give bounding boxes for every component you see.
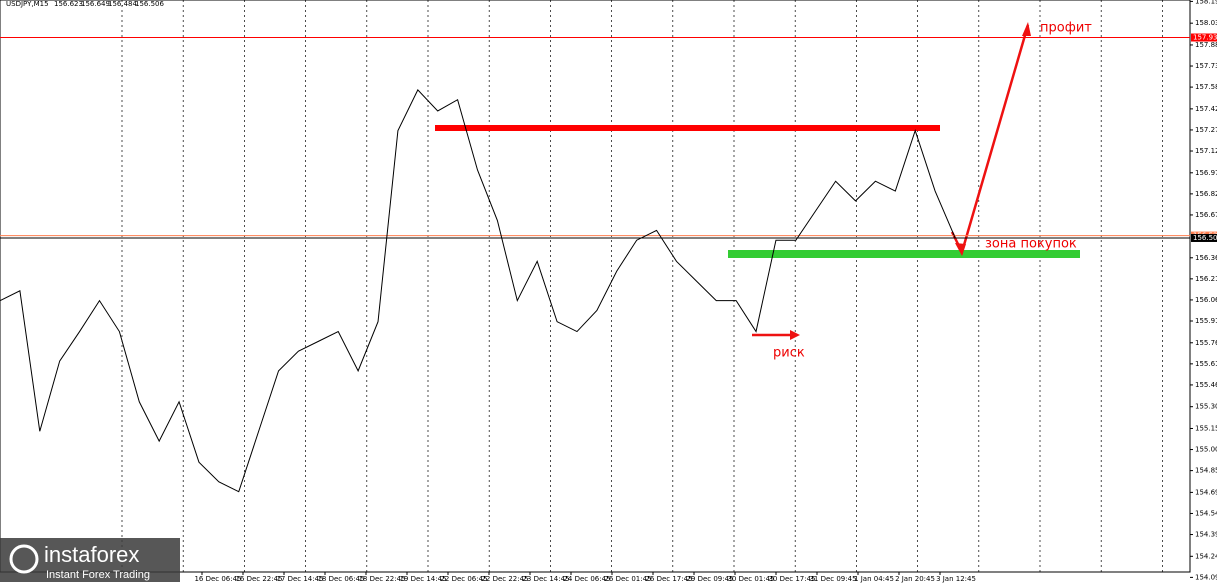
- y-tick-label: 157.425: [1195, 105, 1217, 113]
- y-tick-label: 158.190: [1195, 0, 1217, 5]
- y-tick-label: 157.275: [1195, 126, 1217, 134]
- arrow-head: [955, 243, 966, 256]
- y-tick-label: 156.670: [1195, 211, 1217, 219]
- logo-icon: [9, 544, 39, 574]
- plot-frame: [0, 0, 1191, 573]
- x-tick-label: 19 Dec 14:45: [399, 575, 446, 583]
- annotation: профит: [1040, 21, 1092, 36]
- x-tick-label: 22 Dec 06:45: [440, 575, 487, 583]
- x-tick-label: 26 Dec 17:45: [645, 575, 692, 583]
- x-tick-label: 26 Dec 01:45: [604, 575, 651, 583]
- symbol: USDJPY,M15: [6, 0, 49, 8]
- price-tag-label: 157.933: [1193, 34, 1217, 42]
- y-tick-label: 155.460: [1195, 381, 1217, 389]
- x-tick-label: 3 Jan 12:45: [936, 575, 976, 583]
- arrow-head: [790, 330, 800, 340]
- x-tick-label: 16 Dec 22:45: [235, 575, 282, 583]
- y-tick-label: 157.880: [1195, 41, 1217, 49]
- price-tag-label: 156.506: [1193, 234, 1217, 242]
- annotation: риск: [773, 346, 805, 361]
- annotation: зона покупок: [985, 237, 1077, 252]
- x-tick-label: 17 Dec 14:45: [276, 575, 323, 583]
- x-tick-label: 29 Dec 09:45: [686, 575, 733, 583]
- y-tick-label: 157.580: [1195, 83, 1217, 91]
- x-tick-label: 22 Dec 22:45: [481, 575, 528, 583]
- y-tick-label: 154.695: [1195, 488, 1217, 496]
- y-tick-label: 155.760: [1195, 339, 1217, 347]
- x-tick-label: 2 Jan 20:45: [895, 575, 935, 583]
- x-tick-label: 18 Dec 22:45: [358, 575, 405, 583]
- y-tick-label: 158.035: [1195, 19, 1217, 27]
- y-tick-label: 156.365: [1195, 254, 1217, 262]
- y-tick-label: 154.395: [1195, 531, 1217, 539]
- y-tick-label: 155.000: [1195, 446, 1217, 454]
- x-tick-label: 16 Dec 06:45: [194, 575, 241, 583]
- y-tick-label: 156.215: [1195, 275, 1217, 283]
- y-tick-label: 154.545: [1195, 509, 1217, 517]
- price-tag: [1191, 233, 1217, 242]
- arrow-head: [1022, 22, 1031, 36]
- ohlc-value: 156.649: [81, 0, 110, 8]
- y-tick-label: 154.240: [1195, 552, 1217, 560]
- y-tick-label: 156.820: [1195, 190, 1217, 198]
- y-tick-label: 154.090: [1195, 573, 1217, 581]
- x-tick-label: 1 Jan 04:45: [854, 575, 894, 583]
- ohlc-value: 156.484: [108, 0, 137, 8]
- y-tick-label: 155.150: [1195, 424, 1217, 432]
- logo-name: instaforex: [44, 542, 139, 567]
- y-tick-label: 157.730: [1195, 62, 1217, 70]
- ohlc-value: 156.506: [135, 0, 164, 8]
- x-tick-label: 23 Dec 14:45: [522, 575, 569, 583]
- y-tick-label: 156.970: [1195, 169, 1217, 177]
- price-tag: [1191, 33, 1217, 42]
- y-tick-label: 155.915: [1195, 317, 1217, 325]
- y-tick-label: 155.305: [1195, 403, 1217, 411]
- price-line: [0, 89, 956, 493]
- y-tick-label: 155.610: [1195, 360, 1217, 368]
- x-tick-label: 31 Dec 09:45: [809, 575, 856, 583]
- logo-tagline: Instant Forex Trading: [46, 569, 150, 581]
- y-tick-label: 154.850: [1195, 467, 1217, 475]
- ohlc-value: 156.623: [54, 0, 83, 8]
- x-tick-label: 18 Dec 06:45: [317, 575, 364, 583]
- x-tick-label: 30 Dec 01:45: [727, 575, 774, 583]
- y-tick-label: 156.065: [1195, 296, 1217, 304]
- y-tick-label: 157.125: [1195, 147, 1217, 155]
- logo-box: [0, 538, 180, 582]
- x-tick-label: 24 Dec 06:45: [563, 575, 610, 583]
- x-tick-label: 30 Dec 17:45: [768, 575, 815, 583]
